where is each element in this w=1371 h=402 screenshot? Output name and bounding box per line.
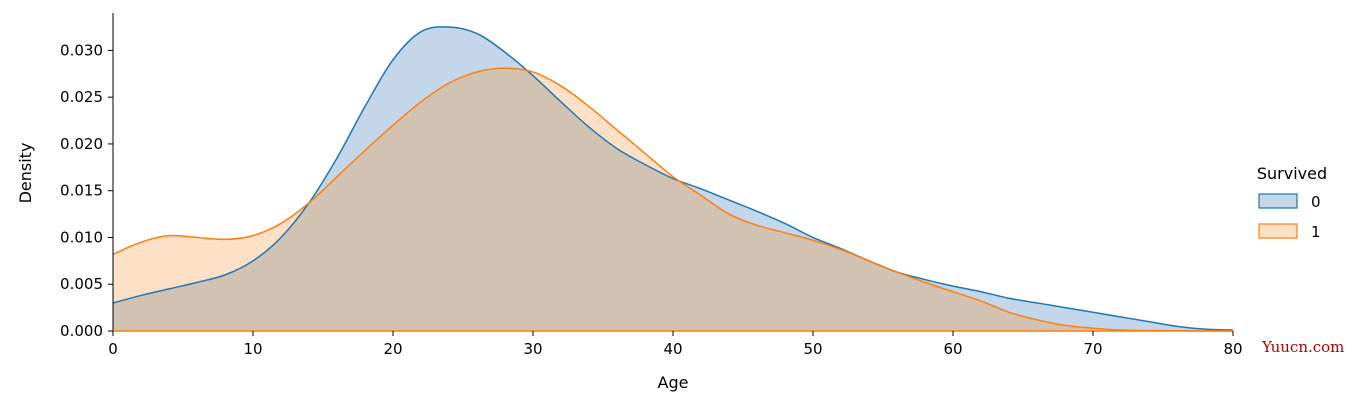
y-tick-label: 0.025 — [60, 88, 103, 106]
x-tick-label: 30 — [523, 340, 542, 358]
legend-swatch-0 — [1258, 193, 1298, 209]
legend-title: Survived — [1257, 164, 1327, 183]
y-tick-label: 0.020 — [60, 135, 103, 153]
y-tick-label: 0.015 — [60, 182, 103, 200]
x-tick-label: 50 — [803, 340, 822, 358]
y-tick-label: 0.005 — [60, 275, 103, 293]
x-tick-label: 40 — [663, 340, 682, 358]
x-axis-title: Age — [658, 373, 689, 392]
x-tick-label: 20 — [383, 340, 402, 358]
x-tick-label: 60 — [943, 340, 962, 358]
x-axis-ticks: 0 10 20 30 40 50 60 70 80 — [108, 331, 1243, 358]
y-axis-title: Density — [16, 143, 35, 204]
watermark: Yuucn.com — [1262, 338, 1345, 356]
y-axis-ticks: 0.000 0.005 0.010 0.015 0.020 0.025 0.030 — [60, 41, 113, 340]
y-tick-label: 0.030 — [60, 41, 103, 59]
series-0-line — [112, 26, 1234, 331]
x-tick-label: 70 — [1083, 340, 1102, 358]
x-tick-label: 10 — [243, 340, 262, 358]
x-tick-label: 80 — [1223, 340, 1242, 358]
legend: Survived 0 1 — [1257, 164, 1327, 241]
series-1-line — [112, 67, 1234, 332]
legend-label-0: 0 — [1311, 193, 1321, 211]
legend-label-1: 1 — [1311, 223, 1321, 241]
y-tick-label: 0.010 — [60, 228, 103, 246]
x-tick-label: 0 — [108, 340, 118, 358]
y-tick-label: 0.000 — [60, 322, 103, 340]
legend-swatch-1 — [1258, 223, 1298, 239]
